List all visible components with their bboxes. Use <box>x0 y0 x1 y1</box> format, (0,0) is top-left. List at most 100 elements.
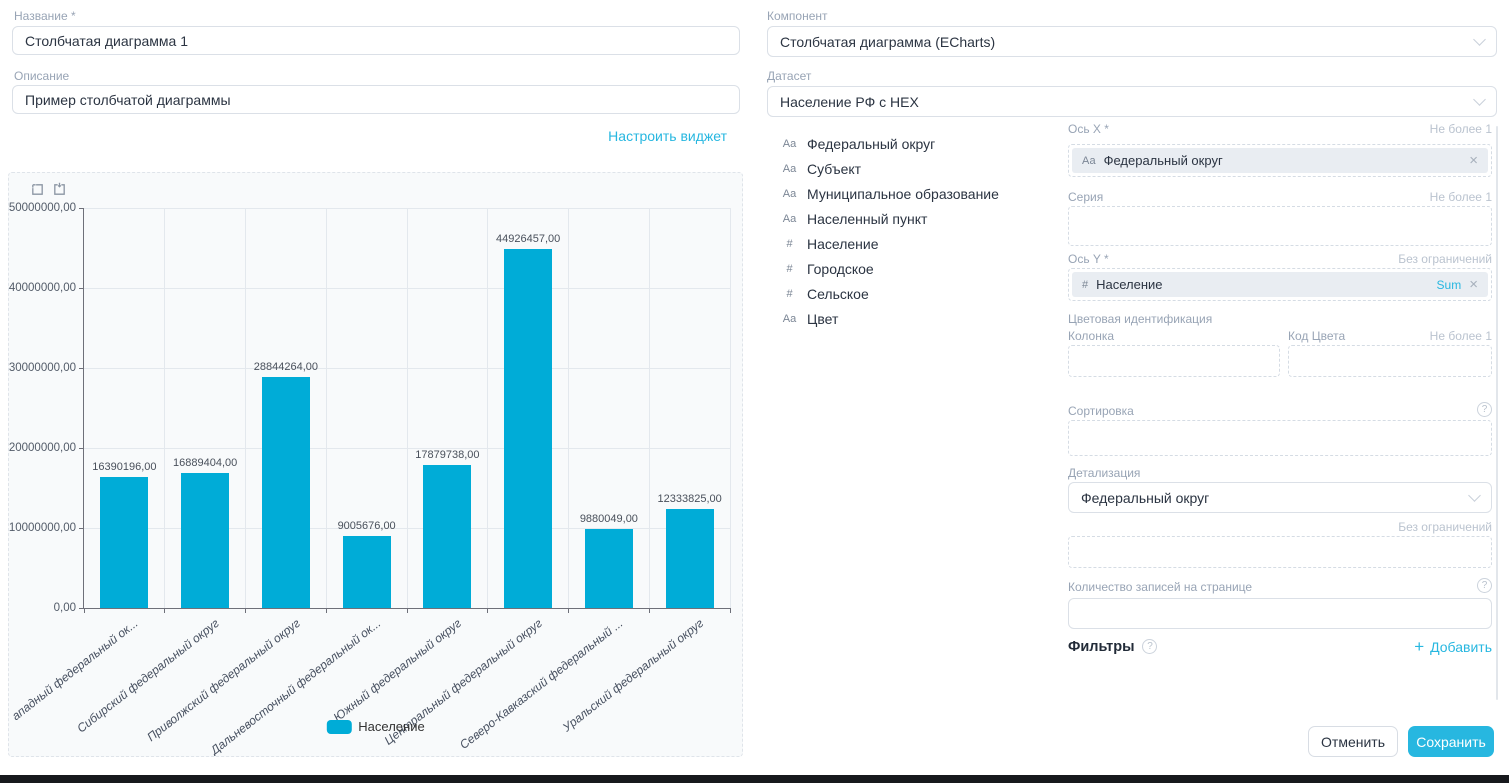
gridline <box>568 208 569 608</box>
x-axis-line <box>83 608 730 609</box>
bar-value-label: 9880049,00 <box>579 512 638 525</box>
chevron-down-icon <box>1473 92 1486 106</box>
dataset-select[interactable]: Население РФ с HEX <box>767 86 1497 117</box>
bar[interactable] <box>181 472 230 608</box>
x-tick <box>245 608 246 613</box>
field-name: Федеральный округ <box>807 135 936 152</box>
dataset-field-item[interactable]: Аа Муниципальное образование <box>781 181 999 206</box>
save-button[interactable]: Сохранить <box>1408 726 1494 757</box>
y-axis-field-chip[interactable]: # Население Sum × <box>1072 272 1488 297</box>
y-tick <box>79 287 84 289</box>
aggregation-badge[interactable]: Sum <box>1436 277 1462 292</box>
name-input[interactable] <box>12 26 740 55</box>
color-code-dropzone[interactable] <box>1288 345 1492 377</box>
dataset-field-item[interactable]: Аа Населенный пункт <box>781 206 999 231</box>
x-tick <box>325 608 327 613</box>
restore-zoom-icon[interactable] <box>52 182 67 202</box>
remove-field-icon[interactable]: × <box>1469 152 1478 169</box>
help-icon[interactable]: ? <box>1477 402 1492 417</box>
detailing-limit: Без ограничений <box>1398 520 1492 534</box>
y-axis-limit: Без ограничений <box>1398 252 1492 266</box>
dataset-field-item[interactable]: # Городское <box>781 256 999 281</box>
y-tick <box>79 607 84 609</box>
dataset-field-list: Аа Федеральный округ Аа Субъект Аа Муниципаль… <box>781 131 999 331</box>
dataset-field-item[interactable]: Аа Федеральный округ <box>781 131 999 156</box>
field-name: Муниципальное образование <box>807 185 999 202</box>
bar[interactable] <box>584 528 633 608</box>
x-tick <box>406 608 408 613</box>
add-filter-button[interactable]: + Добавить <box>1414 637 1492 656</box>
chevron-down-icon <box>1468 488 1481 502</box>
bar-value-label: 28844264,00 <box>253 361 318 374</box>
y-tick-label: 30000000,00 <box>8 362 76 374</box>
series-limit: Не более 1 <box>1429 190 1492 204</box>
bar[interactable] <box>100 476 149 608</box>
name-label: Название * <box>14 9 76 23</box>
dataset-label: Датасет <box>767 69 812 83</box>
bar[interactable] <box>261 377 310 608</box>
chart-preview-card: 0,00 10000000,00 20000000,00 30000000,00 400… <box>8 172 743 757</box>
legend-label: Население <box>358 719 425 734</box>
configure-widget-link[interactable]: Настроить виджет <box>608 128 727 144</box>
sorting-dropzone[interactable] <box>1068 420 1492 456</box>
component-label: Компонент <box>767 9 828 23</box>
x-axis-category-label: Уральский федеральный округ <box>560 616 707 735</box>
color-column-dropzone[interactable] <box>1068 345 1280 377</box>
field-type-icon: Аа <box>782 312 797 325</box>
series-dropzone[interactable] <box>1068 206 1492 246</box>
bar-value-label: 16390196,00 <box>92 460 157 473</box>
detailing-select[interactable]: Федеральный округ <box>1068 482 1492 513</box>
field-type-icon: # <box>786 262 793 275</box>
help-icon[interactable]: ? <box>1477 578 1492 593</box>
field-name: Субъект <box>807 160 862 177</box>
y-axis-line <box>83 208 84 609</box>
bar[interactable] <box>665 509 714 608</box>
component-select[interactable]: Столбчатая диаграмма (ECharts) <box>767 26 1497 57</box>
bar[interactable] <box>423 464 472 608</box>
sorting-label: Сортировка <box>1068 404 1134 418</box>
x-axis-field-chip[interactable]: Аа Федеральный округ × <box>1072 148 1488 173</box>
field-type-icon: Аа <box>782 162 797 175</box>
x-axis-category-label: Сибирский федеральный округ <box>74 616 222 736</box>
gridline <box>406 208 408 608</box>
settings-scrollbar[interactable] <box>1496 126 1498 700</box>
remove-field-icon[interactable]: × <box>1469 276 1478 293</box>
color-limit: Не более 1 <box>1429 329 1492 343</box>
x-axis-category-label: Северо-Кавказский федеральный ... <box>457 616 626 752</box>
bar-value-label: 17879738,00 <box>415 448 480 461</box>
y-tick <box>79 447 84 449</box>
x-axis-label: Ось X * <box>1068 122 1109 136</box>
y-axis-dropzone[interactable]: # Население Sum × <box>1068 268 1492 301</box>
dataset-field-item[interactable]: Аа Цвет <box>781 306 999 331</box>
dataset-field-item[interactable]: # Население <box>781 231 999 256</box>
description-label: Описание <box>14 69 70 83</box>
x-tick <box>83 608 85 613</box>
datazoom-icon[interactable] <box>30 182 45 202</box>
page-size-input[interactable] <box>1068 598 1492 629</box>
field-type-icon: # <box>786 237 793 250</box>
y-tick <box>79 207 84 209</box>
x-axis-dropzone[interactable]: Аа Федеральный округ × <box>1068 144 1492 177</box>
series-label: Серия <box>1068 190 1104 204</box>
dataset-field-item[interactable]: # Сельское <box>781 281 999 306</box>
help-icon[interactable]: ? <box>1142 639 1158 654</box>
gridline <box>729 208 731 608</box>
bar[interactable] <box>342 535 391 608</box>
filters-section: Фильтры ? + Добавить <box>1068 638 1492 655</box>
gridline <box>487 208 489 608</box>
y-tick <box>79 527 84 529</box>
chevron-down-icon <box>1473 32 1486 46</box>
cancel-button[interactable]: Отменить <box>1308 726 1398 757</box>
x-tick <box>729 608 731 613</box>
field-name: Цвет <box>807 310 839 327</box>
field-type-icon: Аа <box>782 212 797 225</box>
x-axis-category-label: ападный федеральный ок... <box>9 616 141 724</box>
detailing-dropzone[interactable] <box>1068 536 1492 568</box>
description-input[interactable] <box>12 85 740 114</box>
x-axis-limit: Не более 1 <box>1429 122 1492 136</box>
y-tick-label: 0,00 <box>53 602 76 614</box>
legend-item[interactable]: Население <box>326 719 425 734</box>
detailing-label: Детализация <box>1068 466 1141 480</box>
bar[interactable] <box>504 248 553 608</box>
dataset-field-item[interactable]: Аа Субъект <box>781 156 999 181</box>
